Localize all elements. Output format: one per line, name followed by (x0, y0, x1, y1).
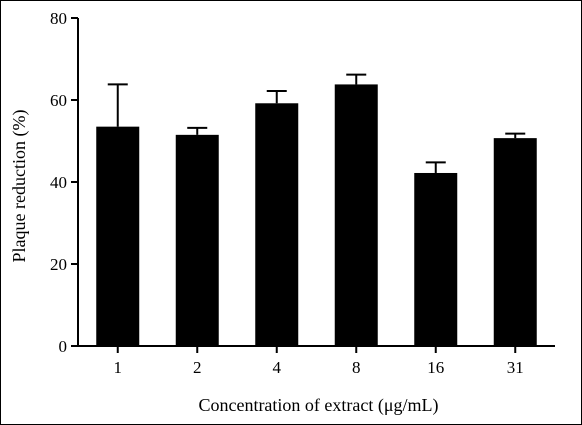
bar-31 (493, 138, 537, 346)
y-tick-label-60: 60 (50, 91, 67, 110)
x-tick-label-4: 4 (273, 358, 282, 377)
x-axis-title: Concentration of extract (μg/mL) (198, 395, 438, 416)
bar-16 (414, 172, 458, 346)
x-tick-label-1: 1 (114, 358, 123, 377)
y-tick-label-80: 80 (50, 9, 67, 28)
axes-group (77, 18, 555, 347)
bar-2 (175, 134, 219, 346)
ticks-group: 0 20 40 60 80 1 2 4 8 16 31 (50, 9, 524, 377)
bar-1 (96, 126, 140, 347)
bar-8 (334, 84, 378, 347)
y-axis-title: Plaque reduction (%) (9, 110, 30, 263)
x-tick-label-8: 8 (352, 358, 361, 377)
bars-group (96, 84, 537, 347)
x-tick-label-2: 2 (193, 358, 202, 377)
y-tick-label-0: 0 (59, 337, 68, 356)
bar-4 (255, 103, 299, 346)
y-tick-label-20: 20 (50, 255, 67, 274)
x-tick-label-16: 16 (427, 358, 444, 377)
error-bars-group (107, 73, 526, 173)
x-tick-label-31: 31 (507, 358, 524, 377)
y-tick-label-40: 40 (50, 173, 67, 192)
